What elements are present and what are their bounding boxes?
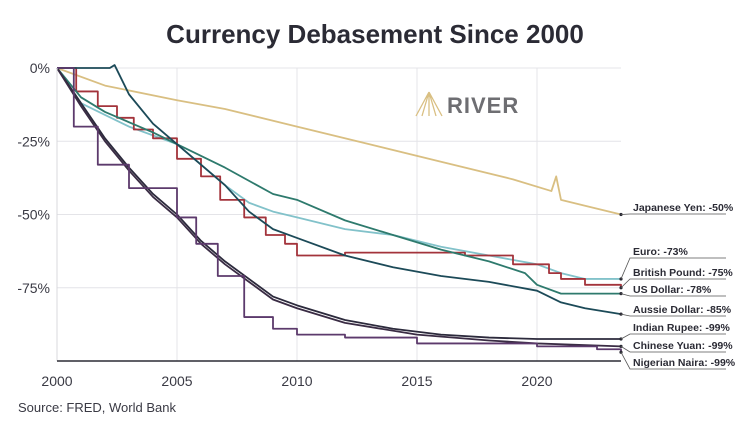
- x-tick-label: 2000: [41, 373, 72, 389]
- label-leader-line: [620, 333, 726, 340]
- label-leader-line: [620, 278, 726, 289]
- source-note: Source: FRED, World Bank: [18, 400, 176, 415]
- chart-title: Currency Debasement Since 2000: [166, 19, 584, 49]
- label-leader-line: [620, 313, 726, 317]
- x-tick-label: 2010: [281, 373, 312, 389]
- series-line-chinese-yuan: [56, 67, 622, 348]
- series-line-aussie-dollar: [57, 64, 622, 316]
- series-label: Aussie Dollar: -85%: [633, 304, 732, 316]
- x-tick-label: 2005: [161, 373, 192, 389]
- series-line-british-pound: [57, 67, 622, 288]
- y-tick-label: -75%: [17, 280, 50, 296]
- series-line-euro: [56, 67, 621, 280]
- series-group: [56, 64, 622, 353]
- x-tick-label: 2020: [521, 373, 552, 389]
- label-leader-line: [620, 346, 726, 353]
- series-label: US Dollar: -78%: [633, 284, 712, 296]
- y-tick-label: -50%: [17, 207, 50, 223]
- series-label: Japanese Yen: -50%: [633, 202, 734, 214]
- label-leader-line: [620, 257, 726, 280]
- label-leader-line: [620, 213, 726, 215]
- series-label: Indian Rupee: -99%: [633, 322, 731, 334]
- series-label: Euro: -73%: [633, 246, 689, 258]
- river-mountain-icon: [415, 91, 443, 117]
- series-line-indian-rupee: [56, 67, 621, 340]
- series-label: Chinese Yuan: -99%: [633, 340, 733, 352]
- y-tick-label: -25%: [17, 133, 50, 149]
- x-tick-label: 2015: [401, 373, 432, 389]
- grid: [57, 67, 621, 361]
- label-leader-line: [620, 293, 726, 297]
- series-line-us-dollar: [56, 67, 621, 295]
- label-leader-line: [620, 352, 726, 370]
- logo-text: RIVER: [447, 93, 519, 118]
- series-line-japanese-yen: [56, 67, 622, 216]
- y-tick-label: 0%: [30, 60, 50, 76]
- series-labels: Japanese Yen: -50% Euro: -73% British Poun…: [619, 202, 736, 370]
- river-logo: RIVER: [415, 91, 519, 118]
- series-line-nigerian-naira: [57, 67, 622, 353]
- series-label: Nigerian Naira: -99%: [633, 357, 736, 369]
- series-label: British Pound: -75%: [633, 267, 733, 279]
- axes: 0% -25% -50% -75% 2000 2005 2010 2015 2020: [17, 60, 621, 389]
